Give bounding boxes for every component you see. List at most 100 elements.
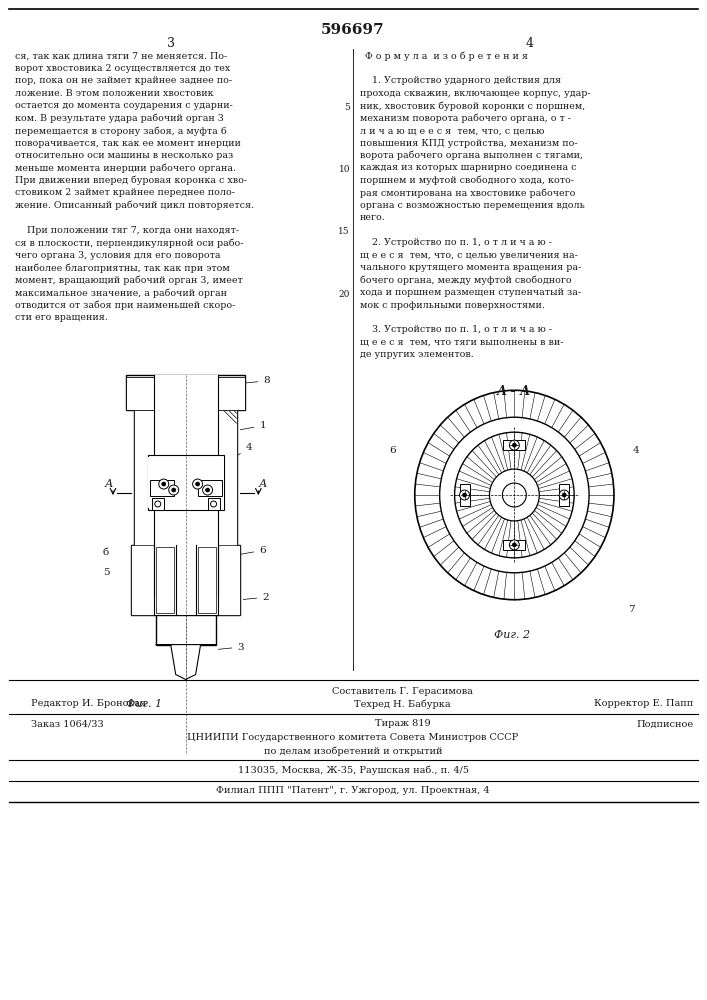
Polygon shape [218, 545, 240, 615]
Text: хода и поршнем размещен ступенчатый за-: хода и поршнем размещен ступенчатый за- [360, 288, 581, 297]
Text: отводится от забоя при наименьшей скоро-: отводится от забоя при наименьшей скоро- [16, 301, 235, 310]
Polygon shape [156, 645, 216, 680]
Circle shape [155, 501, 160, 507]
Circle shape [211, 501, 216, 507]
Text: Составитель Г. Герасимова: Составитель Г. Герасимова [332, 687, 473, 696]
Text: б: б [103, 548, 110, 557]
Polygon shape [154, 410, 218, 595]
Text: поворачивается, так как ее момент инерции: поворачивается, так как ее момент инерци… [16, 139, 241, 148]
Text: ЦНИИПИ Государственного комитета Совета Министров СССР: ЦНИИПИ Государственного комитета Совета … [187, 733, 519, 742]
Text: механизм поворота рабочего органа, о т -: механизм поворота рабочего органа, о т - [360, 114, 571, 123]
Circle shape [503, 483, 526, 507]
Text: 7: 7 [177, 469, 185, 478]
Text: Техред Н. Бабурка: Техред Н. Бабурка [354, 699, 451, 709]
Text: чего органа 3, условия для его поворота: чего органа 3, условия для его поворота [16, 251, 221, 260]
Polygon shape [148, 457, 154, 508]
Text: 5: 5 [103, 568, 110, 577]
Circle shape [559, 490, 569, 500]
Polygon shape [176, 545, 196, 615]
Text: чального крутящего момента вращения ра-: чального крутящего момента вращения ра- [360, 263, 581, 272]
Circle shape [196, 482, 199, 486]
Text: жение. Описанный рабочий цикл повторяется.: жение. Описанный рабочий цикл повторяетс… [16, 201, 255, 210]
Polygon shape [131, 545, 240, 615]
Circle shape [203, 485, 213, 495]
Text: де упругих элементов.: де упругих элементов. [360, 350, 474, 359]
Text: 8: 8 [226, 376, 270, 385]
Text: Корректор Е. Папп: Корректор Е. Папп [595, 699, 694, 708]
Circle shape [159, 479, 169, 489]
Text: 7: 7 [629, 605, 635, 614]
Polygon shape [218, 410, 238, 595]
Text: мок с профильными поверхностями.: мок с профильными поверхностями. [360, 301, 545, 310]
Text: остается до момента соударения с ударни-: остается до момента соударения с ударни- [16, 101, 233, 110]
Polygon shape [126, 377, 154, 410]
Polygon shape [134, 410, 238, 595]
Polygon shape [503, 540, 525, 550]
Text: ник, хвостовик буровой коронки с поршнем,: ник, хвостовик буровой коронки с поршнем… [360, 101, 585, 111]
Ellipse shape [440, 417, 589, 573]
Polygon shape [218, 377, 245, 410]
Text: ложение. В этом положении хвостовик: ложение. В этом положении хвостовик [16, 89, 214, 98]
Text: каждая из которых шарнирно соединена с: каждая из которых шарнирно соединена с [360, 163, 576, 172]
Text: При движении вперед буровая коронка с хво-: При движении вперед буровая коронка с хв… [16, 176, 247, 185]
Text: 4: 4 [633, 446, 639, 455]
Text: Фиг. 1: Фиг. 1 [126, 699, 162, 709]
Text: ся в плоскости, перпендикулярной оси рабо-: ся в плоскости, перпендикулярной оси раб… [16, 238, 244, 248]
Polygon shape [503, 440, 525, 450]
Text: 5: 5 [344, 103, 350, 112]
Text: максимальное значение, а рабочий орган: максимальное значение, а рабочий орган [16, 288, 228, 298]
Polygon shape [460, 484, 469, 506]
Circle shape [509, 540, 520, 550]
Polygon shape [156, 547, 174, 613]
Text: 10: 10 [339, 165, 350, 174]
Text: Фиг. 2: Фиг. 2 [494, 630, 530, 640]
Polygon shape [134, 410, 154, 595]
Text: 2: 2 [243, 593, 269, 602]
Polygon shape [156, 615, 216, 645]
Text: меньше момента инерции рабочего органа.: меньше момента инерции рабочего органа. [16, 163, 236, 173]
Text: Тираж 819: Тираж 819 [375, 719, 431, 728]
Circle shape [172, 488, 176, 492]
Text: щ е е с я  тем, что тяги выполнены в ви-: щ е е с я тем, что тяги выполнены в ви- [360, 338, 563, 347]
Text: перемещается в сторону забоя, а муфта 6: перемещается в сторону забоя, а муфта 6 [16, 126, 227, 136]
Polygon shape [154, 545, 218, 615]
Circle shape [513, 543, 516, 547]
Text: относительно оси машины в несколько раз: относительно оси машины в несколько раз [16, 151, 233, 160]
Text: сти его вращения.: сти его вращения. [16, 313, 108, 322]
Circle shape [509, 440, 520, 450]
Circle shape [169, 485, 179, 495]
Text: 3: 3 [218, 643, 244, 652]
Text: щ е е с я  тем, что, с целью увеличения на-: щ е е с я тем, что, с целью увеличения н… [360, 251, 578, 260]
Text: 3: 3 [167, 37, 175, 50]
Circle shape [562, 493, 566, 497]
Text: Филиал ППП "Патент", г. Ужгород, ул. Проектная, 4: Филиал ППП "Патент", г. Ужгород, ул. Про… [216, 786, 490, 795]
Text: наиболее благоприятны, так как при этом: наиболее благоприятны, так как при этом [16, 263, 230, 273]
Text: 3. Устройство по п. 1, о т л и ч а ю -: 3. Устройство по п. 1, о т л и ч а ю - [360, 325, 552, 334]
Polygon shape [559, 484, 569, 506]
Text: ся, так как длина тяги 7 не меняется. По-: ся, так как длина тяги 7 не меняется. По… [16, 51, 228, 60]
Circle shape [462, 493, 467, 497]
Text: 596697: 596697 [321, 23, 385, 37]
Text: А: А [258, 479, 267, 489]
Text: 4: 4 [525, 37, 533, 50]
Text: него.: него. [360, 213, 386, 222]
Text: ворота рабочего органа выполнен с тягами,: ворота рабочего органа выполнен с тягами… [360, 151, 583, 160]
Text: А: А [105, 479, 113, 489]
Text: При положении тяг 7, когда они находят-: При положении тяг 7, когда они находят- [16, 226, 240, 235]
Polygon shape [126, 375, 245, 410]
Ellipse shape [455, 432, 574, 558]
Text: пор, пока он не займет крайнее заднее по-: пор, пока он не займет крайнее заднее по… [16, 76, 233, 85]
Circle shape [513, 443, 516, 447]
Circle shape [162, 482, 165, 486]
Text: А - А: А - А [497, 385, 532, 398]
Text: 113035, Москва, Ж-35, Раушская наб., п. 4/5: 113035, Москва, Ж-35, Раушская наб., п. … [238, 765, 469, 775]
Polygon shape [208, 498, 220, 510]
Text: 1. Устройство ударного действия для: 1. Устройство ударного действия для [360, 76, 561, 85]
Polygon shape [131, 545, 154, 615]
Circle shape [192, 479, 203, 489]
Text: 4: 4 [226, 443, 252, 464]
Text: 15: 15 [339, 227, 350, 236]
Text: Подписное: Подписное [636, 719, 694, 728]
Polygon shape [150, 480, 174, 496]
Polygon shape [198, 480, 221, 496]
